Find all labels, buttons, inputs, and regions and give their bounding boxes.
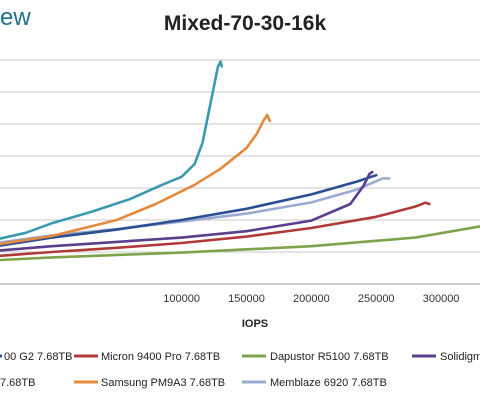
legend-label-768tb: 7.68TB bbox=[0, 377, 35, 389]
legend-label-micron: Micron 9400 Pro 7.68TB bbox=[101, 351, 220, 363]
series-lines bbox=[0, 60, 480, 262]
series-line-5 bbox=[0, 113, 272, 246]
legend-item-768tb: 7.68TB bbox=[0, 377, 35, 389]
legend-item-samsung: Samsung PM9A3 7.68TB bbox=[74, 377, 225, 389]
x-tick-label: 150000 bbox=[228, 293, 265, 305]
legend-item-solidigm: Solidigm bbox=[412, 351, 480, 363]
legend-item-00-g2: 00 G2 7.68TB bbox=[0, 351, 73, 363]
series-line-3 bbox=[0, 170, 374, 252]
series-line-1 bbox=[0, 201, 431, 258]
x-tick-label: 100000 bbox=[163, 293, 200, 305]
legend-label-solidigm: Solidigm bbox=[440, 351, 480, 363]
legend-label-dapustor: Dapustor R5100 7.68TB bbox=[270, 351, 389, 363]
legend-label-00-g2: 00 G2 7.68TB bbox=[4, 351, 73, 363]
legend-label-samsung: Samsung PM9A3 7.68TB bbox=[101, 377, 225, 389]
legend-item-micron: Micron 9400 Pro 7.68TB bbox=[74, 351, 220, 363]
legend-label-memblaze: Memblaze 6920 7.68TB bbox=[270, 377, 387, 389]
x-axis-label: IOPS bbox=[242, 318, 268, 330]
brand-logo-text: ew bbox=[0, 4, 31, 31]
series-line-4 bbox=[0, 60, 224, 240]
x-tick-labels: 100000 150000 200000 250000 300000 bbox=[163, 293, 459, 305]
x-tick-label: 250000 bbox=[358, 293, 395, 305]
legend-item-dapustor: Dapustor R5100 7.68TB bbox=[242, 351, 389, 363]
series-line-2 bbox=[0, 225, 480, 262]
legend-item-memblaze: Memblaze 6920 7.68TB bbox=[242, 377, 387, 389]
gridlines bbox=[0, 59, 480, 285]
chart-title: Mixed-70-30-16k bbox=[163, 12, 327, 35]
legend: 00 G2 7.68TB Micron 9400 Pro 7.68TB Dapu… bbox=[0, 351, 480, 389]
x-tick-label: 300000 bbox=[423, 293, 460, 305]
x-tick-label: 200000 bbox=[293, 293, 330, 305]
series-line-0 bbox=[0, 173, 378, 247]
series-line-6 bbox=[0, 177, 391, 244]
